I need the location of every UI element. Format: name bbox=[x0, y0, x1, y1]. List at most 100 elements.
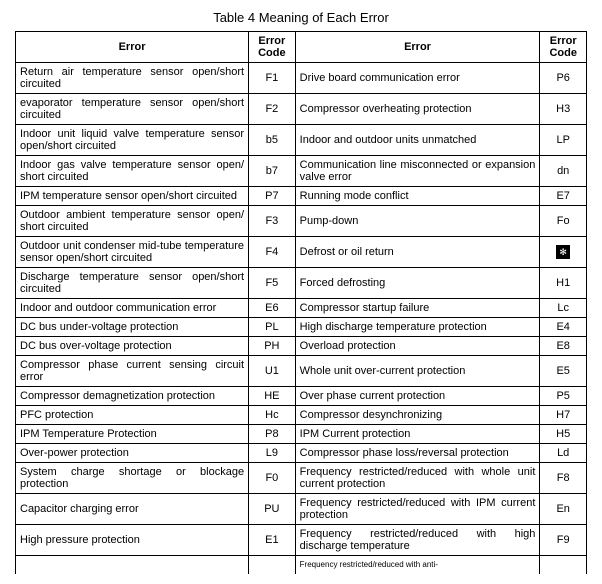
code-left-cell: F5 bbox=[249, 268, 296, 299]
header-code-right: Error Code bbox=[540, 32, 587, 63]
error-left-cell: DC bus under-voltage protection bbox=[16, 318, 249, 337]
symbol-icon: ✻ bbox=[556, 245, 570, 259]
code-left-cell: P8 bbox=[249, 425, 296, 444]
code-right-cell: H7 bbox=[540, 406, 587, 425]
code-left-cell: L9 bbox=[249, 444, 296, 463]
code-left-cell: P7 bbox=[249, 187, 296, 206]
error-left-cell: PFC protection bbox=[16, 406, 249, 425]
table-row: Indoor and outdoor communication errorE6… bbox=[16, 299, 587, 318]
error-right-cell: Frequency restricted/reduced with anti- bbox=[295, 556, 540, 575]
error-right-cell: Frequency restricted/reduced with whole … bbox=[295, 463, 540, 494]
error-right-cell: Overload protection bbox=[295, 337, 540, 356]
error-left-cell: Compressor phase current sensing circuit… bbox=[16, 356, 249, 387]
code-left-cell: b5 bbox=[249, 125, 296, 156]
error-left-cell: High pressure protection bbox=[16, 525, 249, 556]
code-right-cell: F9 bbox=[540, 525, 587, 556]
code-right-cell: H3 bbox=[540, 94, 587, 125]
table-row-partial: Frequency restricted/reduced with anti- bbox=[16, 556, 587, 575]
error-right-cell: Compressor overheating protection bbox=[295, 94, 540, 125]
code-right-cell: E4 bbox=[540, 318, 587, 337]
error-left-cell: Outdoor unit condenser mid-tube temperat… bbox=[16, 237, 249, 268]
code-right-cell: dn bbox=[540, 156, 587, 187]
code-right-cell bbox=[540, 556, 587, 575]
table-title: Table 4 Meaning of Each Error bbox=[15, 10, 587, 25]
code-left-cell: E6 bbox=[249, 299, 296, 318]
table-row: Compressor phase current sensing circuit… bbox=[16, 356, 587, 387]
code-left-cell: HE bbox=[249, 387, 296, 406]
code-right-cell: Ld bbox=[540, 444, 587, 463]
code-left-cell: F4 bbox=[249, 237, 296, 268]
code-left-cell: PL bbox=[249, 318, 296, 337]
error-right-cell: Drive board communication error bbox=[295, 63, 540, 94]
error-table: Error Error Code Error Error Code Return… bbox=[15, 31, 587, 574]
error-left-cell: System charge shortage or blockage prote… bbox=[16, 463, 249, 494]
error-left-cell bbox=[16, 556, 249, 575]
code-right-cell: E7 bbox=[540, 187, 587, 206]
table-row: Indoor unit liquid valve temperature sen… bbox=[16, 125, 587, 156]
error-right-cell: IPM Current protection bbox=[295, 425, 540, 444]
error-left-cell: DC bus over-voltage protection bbox=[16, 337, 249, 356]
error-right-cell: Forced defrosting bbox=[295, 268, 540, 299]
error-left-cell: Capacitor charging error bbox=[16, 494, 249, 525]
code-right-cell: P6 bbox=[540, 63, 587, 94]
code-right-cell: H5 bbox=[540, 425, 587, 444]
error-left-cell: evaporator temperature sensor open/short… bbox=[16, 94, 249, 125]
table-row: Capacitor charging errorPUFrequency rest… bbox=[16, 494, 587, 525]
table-row: IPM temperature sensor open/short circui… bbox=[16, 187, 587, 206]
table-row: IPM Temperature ProtectionP8IPM Current … bbox=[16, 425, 587, 444]
table-row: DC bus under-voltage protectionPLHigh di… bbox=[16, 318, 587, 337]
error-right-cell: Compressor startup failure bbox=[295, 299, 540, 318]
error-right-cell: Frequency restricted/reduced with high d… bbox=[295, 525, 540, 556]
code-left-cell: b7 bbox=[249, 156, 296, 187]
error-right-cell: Over phase current protection bbox=[295, 387, 540, 406]
code-left-cell: U1 bbox=[249, 356, 296, 387]
error-left-cell: Over-power protection bbox=[16, 444, 249, 463]
error-right-cell: Defrost or oil return bbox=[295, 237, 540, 268]
code-left-cell bbox=[249, 556, 296, 575]
table-row: Indoor gas valve temperature sensor open… bbox=[16, 156, 587, 187]
code-left-cell: PH bbox=[249, 337, 296, 356]
error-right-cell: High discharge temperature protection bbox=[295, 318, 540, 337]
error-right-cell: Frequency restricted/reduced with IPM cu… bbox=[295, 494, 540, 525]
code-left-cell: F1 bbox=[249, 63, 296, 94]
code-right-cell: Fo bbox=[540, 206, 587, 237]
error-left-cell: Indoor gas valve temperature sensor open… bbox=[16, 156, 249, 187]
code-right-cell: LP bbox=[540, 125, 587, 156]
error-right-cell: Indoor and outdoor units unmatched bbox=[295, 125, 540, 156]
table-header-row: Error Error Code Error Error Code bbox=[16, 32, 587, 63]
error-left-cell: Discharge temperature sensor open/short … bbox=[16, 268, 249, 299]
code-left-cell: E1 bbox=[249, 525, 296, 556]
error-left-cell: Outdoor ambient temperature sensor open/… bbox=[16, 206, 249, 237]
code-right-cell: E8 bbox=[540, 337, 587, 356]
table-row: Compressor demagnetization protectionHEO… bbox=[16, 387, 587, 406]
table-row: System charge shortage or blockage prote… bbox=[16, 463, 587, 494]
code-right-cell: En bbox=[540, 494, 587, 525]
table-row: PFC protectionHcCompressor desynchronizi… bbox=[16, 406, 587, 425]
error-right-cell: Running mode conflict bbox=[295, 187, 540, 206]
table-row: Outdoor unit condenser mid-tube temperat… bbox=[16, 237, 587, 268]
error-left-cell: IPM temperature sensor open/short circui… bbox=[16, 187, 249, 206]
code-right-cell: ✻ bbox=[540, 237, 587, 268]
header-error-right: Error bbox=[295, 32, 540, 63]
table-row: High pressure protectionE1Frequency rest… bbox=[16, 525, 587, 556]
table-row: Over-power protectionL9Compressor phase … bbox=[16, 444, 587, 463]
code-left-cell: F3 bbox=[249, 206, 296, 237]
error-right-cell: Compressor phase loss/reversal protectio… bbox=[295, 444, 540, 463]
table-row: Return air temperature sensor open/short… bbox=[16, 63, 587, 94]
header-code-left: Error Code bbox=[249, 32, 296, 63]
error-left-cell: Return air temperature sensor open/short… bbox=[16, 63, 249, 94]
code-right-cell: Lc bbox=[540, 299, 587, 318]
error-left-cell: Compressor demagnetization protection bbox=[16, 387, 249, 406]
error-right-cell: Compressor desynchronizing bbox=[295, 406, 540, 425]
table-row: evaporator temperature sensor open/short… bbox=[16, 94, 587, 125]
code-left-cell: F2 bbox=[249, 94, 296, 125]
header-error-left: Error bbox=[16, 32, 249, 63]
error-right-cell: Whole unit over-current protection bbox=[295, 356, 540, 387]
error-left-cell: IPM Temperature Protection bbox=[16, 425, 249, 444]
code-right-cell: E5 bbox=[540, 356, 587, 387]
code-left-cell: PU bbox=[249, 494, 296, 525]
table-row: DC bus over-voltage protectionPHOverload… bbox=[16, 337, 587, 356]
code-left-cell: F0 bbox=[249, 463, 296, 494]
table-row: Outdoor ambient temperature sensor open/… bbox=[16, 206, 587, 237]
error-right-cell: Communication line misconnected or expan… bbox=[295, 156, 540, 187]
